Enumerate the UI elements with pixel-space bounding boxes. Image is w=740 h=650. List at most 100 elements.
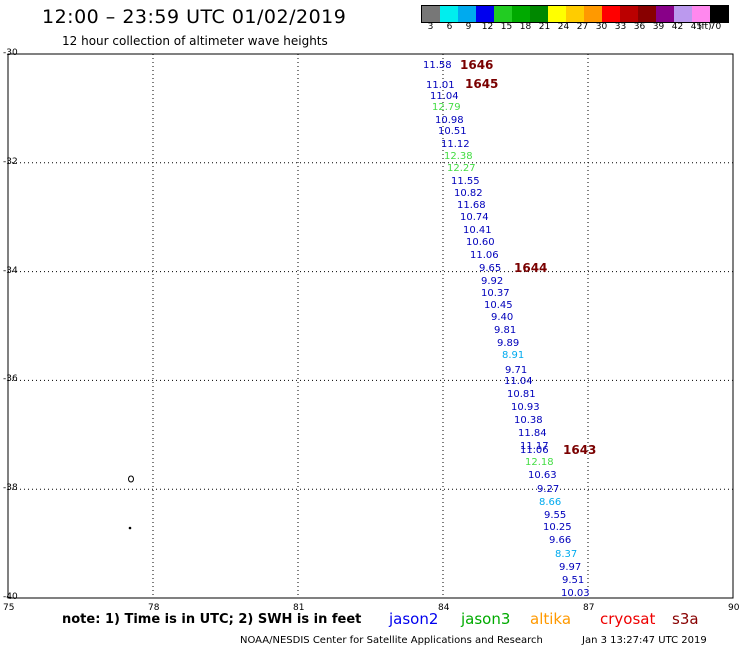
pass-time-label: 1644 [514, 261, 548, 275]
swh-reading: 9.40 [491, 312, 514, 323]
swh-reading: 10.81 [507, 389, 536, 400]
footer-timestamp: Jan 3 13:27:47 UTC 2019 [582, 635, 707, 646]
color-scale-label: 6 [446, 22, 453, 32]
color-scale-label: 18 [519, 22, 532, 32]
latitude-label: -32 [3, 156, 18, 167]
swh-reading: 10.63 [528, 470, 557, 481]
color-scale-label: 24 [557, 22, 570, 32]
color-swatch [566, 6, 584, 22]
color-swatch [602, 6, 620, 22]
swh-reading: 9.81 [494, 325, 517, 336]
color-scale-label: 27 [576, 22, 589, 32]
legend-jason3: jason3 [461, 610, 511, 628]
swh-reading: 8.37 [555, 549, 578, 560]
swh-reading: 11.12 [441, 139, 470, 150]
swh-reading: 11.68 [457, 200, 486, 211]
island-dot [128, 526, 132, 530]
color-scale-unit: (ft) [698, 22, 712, 32]
swh-reading: 10.37 [481, 288, 510, 299]
color-scale-label: 36 [633, 22, 646, 32]
swh-reading: 11.58 [423, 60, 452, 71]
swh-reading: 11.84 [518, 428, 547, 439]
swh-reading: 8.66 [539, 497, 562, 508]
color-scale-label: 70 [709, 22, 722, 32]
swh-reading: 12.27 [447, 163, 476, 174]
swh-reading: 11.04 [430, 91, 459, 102]
map-title: 12:00 – 23:59 UTC 01/02/2019 [42, 6, 347, 28]
latitude-label: -40 [3, 592, 18, 602]
color-swatch [692, 6, 710, 22]
swh-reading: 9.51 [562, 575, 585, 586]
swh-reading: 10.51 [438, 126, 467, 137]
longitude-label: 78 [148, 603, 160, 613]
legend-cryosat: cryosat [600, 610, 656, 628]
island-outline [128, 475, 134, 483]
color-scale-label: 3 [427, 22, 434, 32]
map-subtitle: 12 hour collection of altimeter wave hei… [62, 34, 328, 48]
units-note: note: 1) Time is in UTC; 2) SWH is in fe… [62, 612, 362, 627]
longitude-label: 81 [293, 603, 305, 613]
latitude-label: -36 [3, 374, 18, 385]
pass-time-label: 1646 [460, 58, 494, 72]
color-swatch [620, 6, 638, 22]
color-swatch [476, 6, 494, 22]
swh-reading: 11.55 [451, 176, 480, 187]
swh-reading: 10.98 [435, 115, 464, 126]
longitude-label: 90 [728, 603, 740, 613]
color-scale-label: 30 [595, 22, 608, 32]
latitude-label: -38 [3, 483, 18, 494]
legend-s3a: s3a [672, 610, 699, 628]
color-scale-label: 42 [671, 22, 684, 32]
swh-reading: 10.93 [511, 402, 540, 413]
swh-reading: 8.91 [502, 350, 525, 361]
swh-reading: 10.38 [514, 415, 543, 426]
latitude-label: -30 [3, 48, 18, 58]
swh-reading: 11.04 [504, 376, 533, 387]
color-swatch [584, 6, 602, 22]
swh-reading: 9.97 [559, 562, 582, 573]
longitude-label: 75 [3, 603, 15, 613]
swh-reading: 12.79 [432, 102, 461, 113]
legend-jason2: jason2 [389, 610, 439, 628]
swh-reading: 11.01 [426, 80, 455, 91]
color-swatch [494, 6, 512, 22]
legend-altika: altika [530, 610, 572, 628]
longitude-label: 84 [438, 603, 450, 613]
swh-reading: 10.25 [543, 522, 572, 533]
footer-credit: NOAA/NESDIS Center for Satellite Applica… [240, 635, 543, 646]
color-swatch [638, 6, 656, 22]
swh-reading: 12.18 [525, 457, 554, 468]
longitude-label: 87 [583, 603, 595, 613]
swh-reading: 10.03 [561, 588, 590, 599]
swh-reading: 12.38 [444, 151, 473, 162]
swh-reading: 10.45 [484, 300, 513, 311]
graticule [8, 54, 733, 598]
color-swatch [548, 6, 566, 22]
color-swatch [458, 6, 476, 22]
swh-reading: 9.71 [505, 365, 528, 376]
swh-reading: 9.27 [537, 484, 560, 495]
swh-reading: 9.89 [497, 338, 520, 349]
swh-reading: 11.06 [520, 445, 549, 456]
color-scale-labels: 3 6 9 12 15 18 21 24 27 30 33 36 39 42 45 70 [421, 22, 725, 32]
color-swatch [512, 6, 530, 22]
color-scale-label: 39 [652, 22, 665, 32]
swh-reading: 10.41 [463, 225, 492, 236]
swh-reading: 9.65 [479, 263, 502, 274]
color-swatch [674, 6, 692, 22]
color-scale-label: 9 [465, 22, 472, 32]
swh-reading: 10.60 [466, 237, 495, 248]
color-scale-label: 33 [614, 22, 627, 32]
latitude-label: -34 [3, 265, 18, 276]
color-scale-bar [421, 5, 729, 23]
color-swatch [440, 6, 458, 22]
map-frame [7, 53, 734, 599]
swh-reading: 10.74 [460, 212, 489, 223]
color-swatch [710, 6, 728, 22]
color-swatch [656, 6, 674, 22]
pass-time-label: 1643 [563, 443, 597, 457]
swh-reading: 11.06 [470, 250, 499, 261]
color-scale-label: 45 [690, 22, 703, 32]
color-swatch [530, 6, 548, 22]
